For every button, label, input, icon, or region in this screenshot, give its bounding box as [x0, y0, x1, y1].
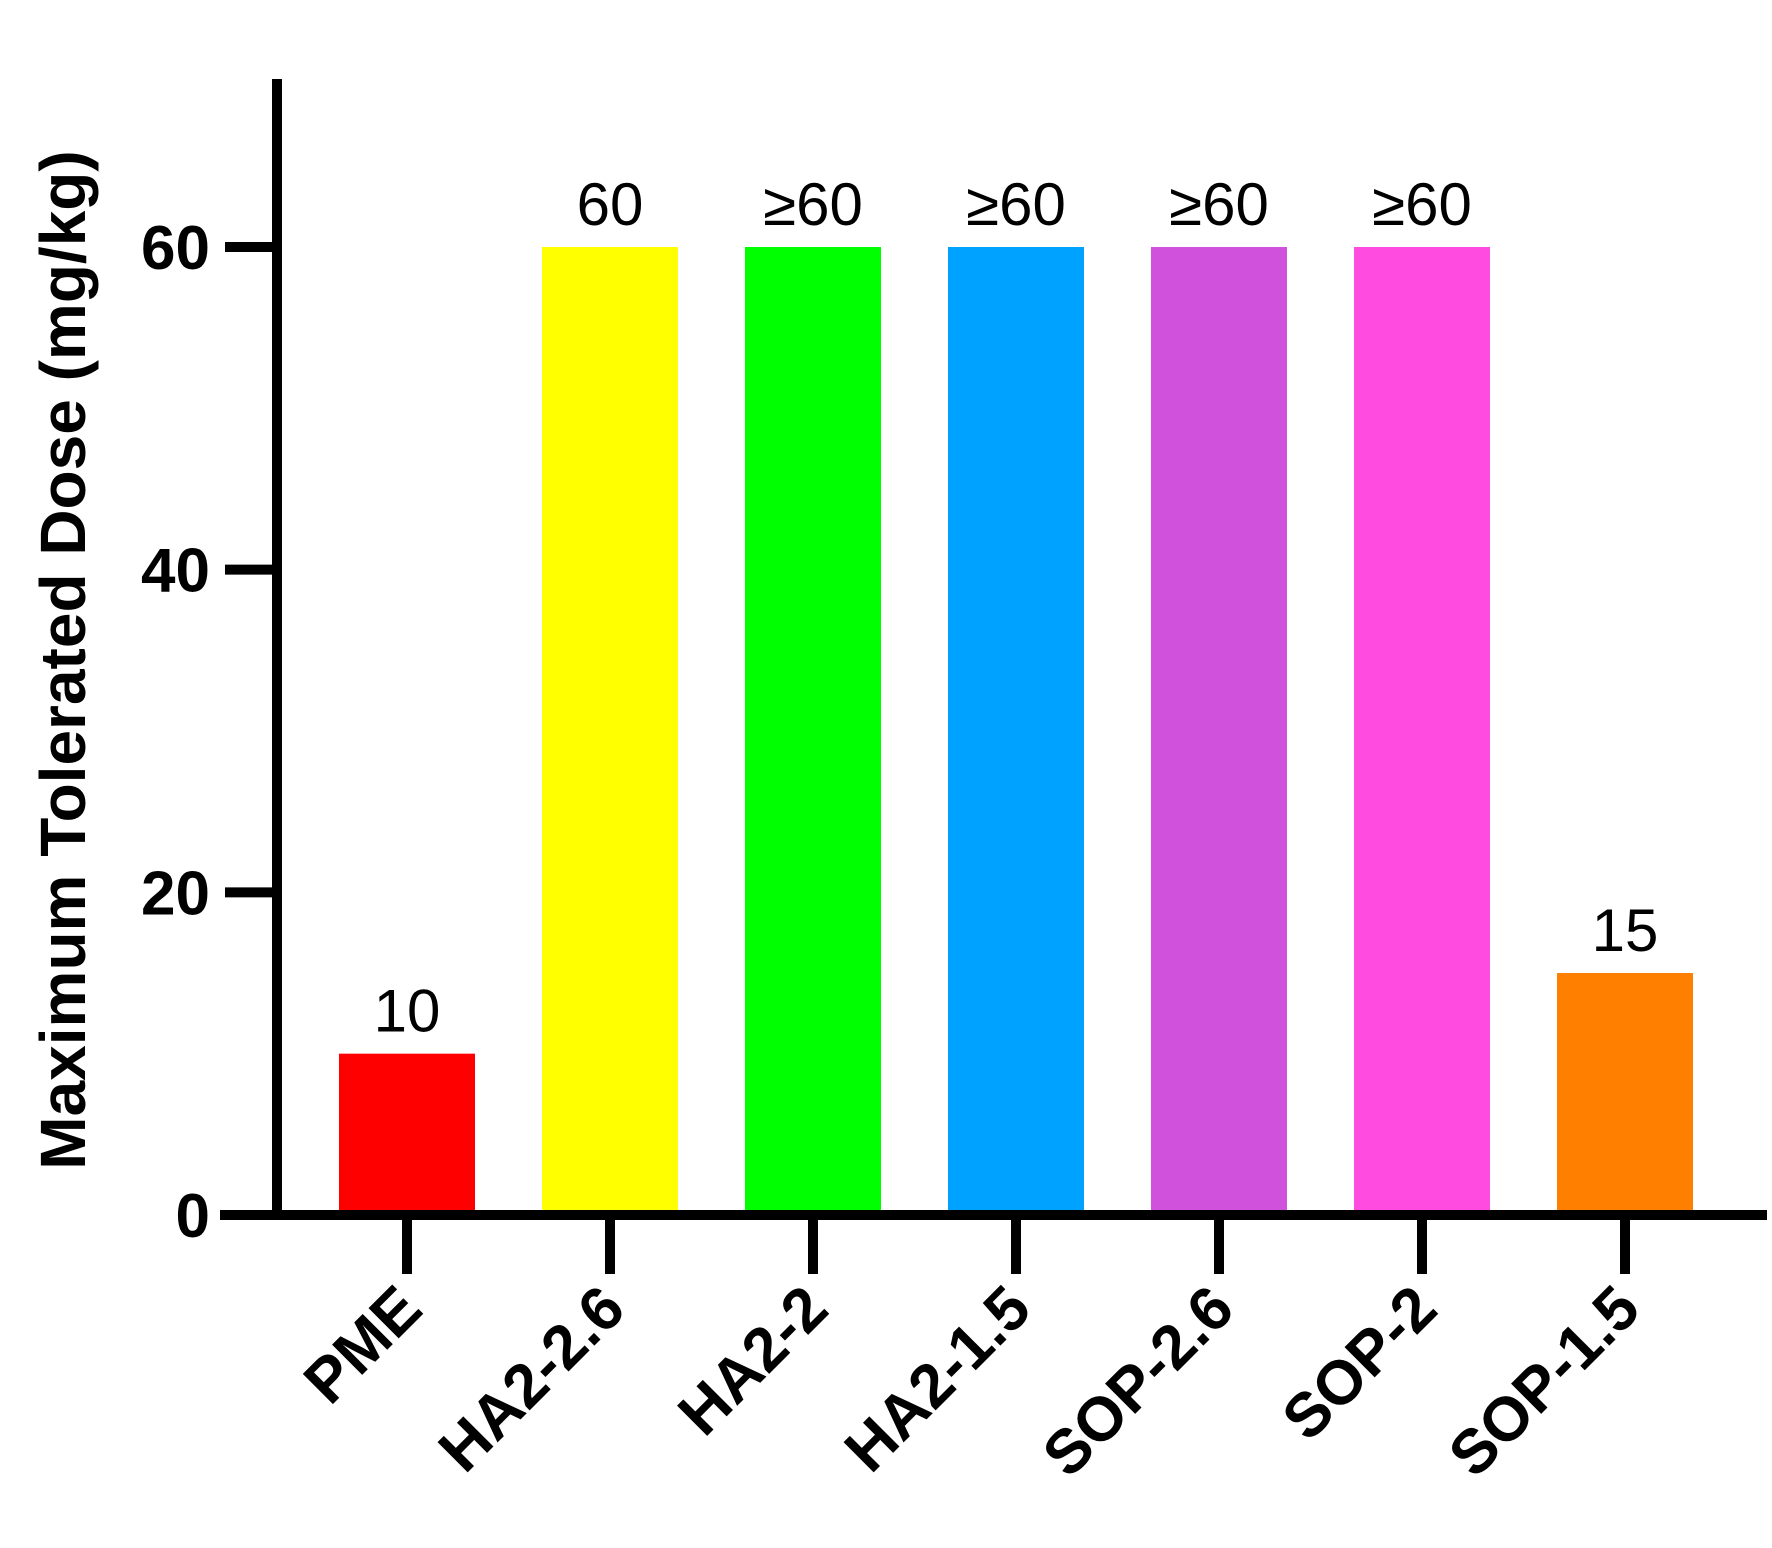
bar-sop-2-6	[1151, 247, 1287, 1215]
data-label-sop-2-6: ≥60	[1169, 171, 1269, 238]
y-tick-label-20: 20	[141, 859, 210, 928]
axes-layer	[220, 79, 1767, 1220]
bars-layer	[339, 247, 1693, 1215]
x-tick-label-sop-2: SOP-2	[1270, 1273, 1450, 1453]
bar-ha2-2	[745, 247, 881, 1215]
data-labels-layer: 10 60 ≥60 ≥60 ≥60 ≥60 15	[374, 171, 1659, 1045]
data-label-pme: 10	[374, 978, 441, 1045]
x-tick-label-ha2-2-6: HA2-2.6	[426, 1273, 638, 1485]
x-tick-label-sop-1-5: SOP-1.5	[1436, 1273, 1653, 1490]
y-ticks-layer: 0 20 40 60	[141, 214, 277, 1251]
bar-sop-2	[1354, 247, 1490, 1215]
data-label-ha2-2: ≥60	[763, 171, 863, 238]
data-label-ha2-1-5: ≥60	[966, 171, 1066, 238]
x-tick-label-pme: PME	[291, 1273, 435, 1417]
x-tick-label-ha2-2: HA2-2	[665, 1273, 840, 1448]
data-label-sop-1-5: 15	[1592, 897, 1659, 964]
y-tick-label-40: 40	[141, 537, 210, 606]
bar-pme	[339, 1053, 475, 1215]
bar-ha2-1-5	[948, 247, 1084, 1215]
bar-ha2-2-6	[542, 247, 678, 1215]
x-tick-label-ha2-1-5: HA2-1.5	[832, 1273, 1044, 1485]
x-tick-label-sop-2-6: SOP-2.6	[1030, 1273, 1247, 1490]
data-label-sop-2: ≥60	[1372, 171, 1472, 238]
y-tick-label-0: 0	[176, 1182, 210, 1251]
y-tick-label-60: 60	[141, 214, 210, 283]
bar-sop-1-5	[1557, 973, 1693, 1215]
data-label-ha2-2-6: 60	[577, 171, 644, 238]
y-axis-title: Maximum Tolerated Dose (mg/kg)	[27, 150, 99, 1169]
